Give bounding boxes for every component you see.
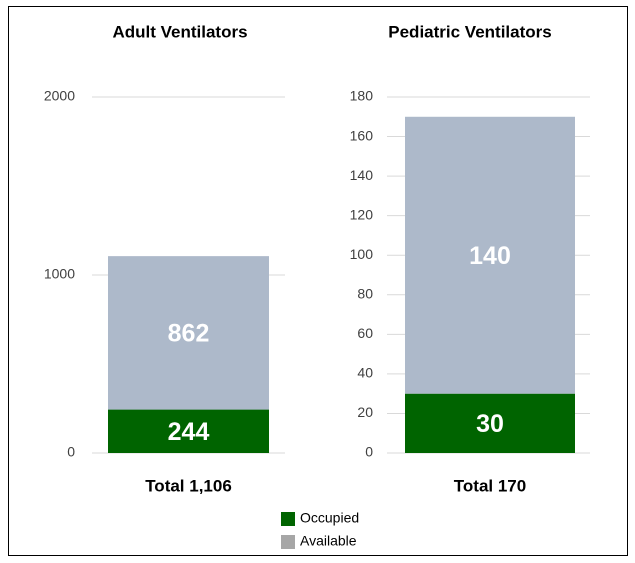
chart-title: Pediatric Ventilators: [388, 22, 551, 41]
bar-segment: [405, 393, 575, 453]
y-tick-label: 1000: [44, 266, 75, 282]
y-tick-label: 180: [350, 88, 374, 104]
y-tick-label: 120: [350, 206, 374, 222]
legend-label: Available: [300, 533, 357, 549]
value-label: 244: [168, 418, 210, 446]
category-label: Total 170: [454, 476, 526, 495]
y-tick-label: 100: [350, 246, 374, 262]
y-tick-label: 0: [67, 444, 75, 460]
legend-swatch: [281, 535, 295, 549]
category-label: Total 1,106: [145, 476, 232, 495]
y-tick-label: 140: [350, 167, 374, 183]
value-label: 862: [168, 319, 210, 347]
y-tick-label: 80: [357, 285, 373, 301]
value-label: 140: [469, 242, 511, 270]
legend-label: Occupied: [300, 510, 359, 526]
y-tick-label: 40: [357, 365, 373, 381]
bar-segment: [108, 409, 269, 453]
y-tick-label: 2000: [44, 88, 75, 104]
y-tick-label: 20: [357, 404, 373, 420]
value-label: 30: [476, 410, 504, 438]
y-tick-label: 160: [350, 127, 374, 143]
legend-swatch: [281, 512, 295, 526]
bar-segment: [108, 256, 269, 410]
y-tick-label: 0: [365, 444, 373, 460]
bar-segment: [405, 116, 575, 394]
chart-title: Adult Ventilators: [112, 22, 247, 41]
y-tick-label: 60: [357, 325, 373, 341]
